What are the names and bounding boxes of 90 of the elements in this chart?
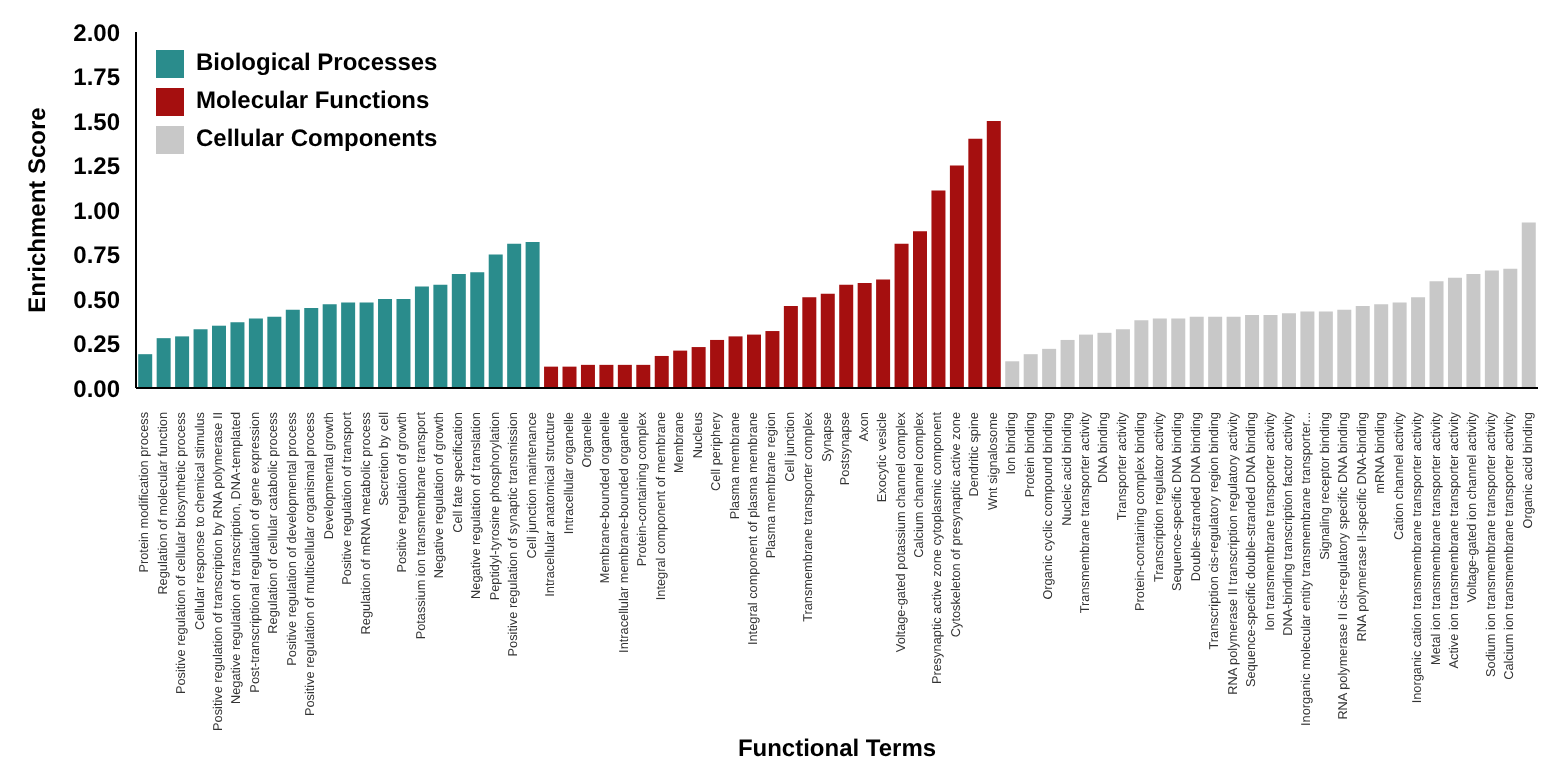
bar [802,297,817,388]
legend-label: Cellular Components [196,122,438,156]
bar [986,121,1001,388]
bar [1005,361,1020,388]
bar [1189,316,1204,388]
bar [138,354,153,388]
bar [507,243,522,388]
bar [1300,311,1315,388]
bar [710,339,725,388]
bar [1484,270,1499,388]
bar [876,279,891,388]
bar [968,138,983,388]
bar [212,325,226,388]
bar [746,334,761,388]
y-tick-label: 1.00 [73,196,121,225]
bar [1263,315,1278,388]
bar [1245,315,1260,388]
y-tick-label: 2.00 [73,18,121,47]
bar [839,284,854,388]
x-axis-title: Functional Terms [737,734,937,762]
bar [525,242,540,388]
bar [544,366,559,388]
bar [562,366,577,388]
bar [820,293,835,388]
bar [1281,313,1296,388]
bar [1042,348,1057,388]
bar [285,309,300,388]
bar [580,364,595,388]
y-tick-label: 0.25 [73,330,121,359]
bar [728,336,743,388]
bar [1023,354,1038,388]
y-tick-label: 0.50 [73,285,121,314]
bar [1115,329,1130,388]
bar [1337,309,1352,388]
bar [1318,311,1333,388]
bar [267,316,282,388]
bar [1447,277,1462,388]
bar [414,286,429,388]
bar [378,299,393,388]
bar [1060,339,1075,388]
bar [691,347,706,388]
bar [617,364,632,388]
bar [1208,316,1223,388]
bar [949,165,964,388]
bar [396,299,411,388]
bar [894,243,909,388]
legend-label: Biological Processes [196,46,438,80]
bar [1466,274,1481,388]
bar [304,307,319,388]
bar [433,284,448,388]
bar [1374,304,1389,388]
bar [654,355,669,388]
bar [193,329,208,388]
y-axis-title: Enrichment Score [22,106,51,313]
bar [783,306,798,388]
bar [488,254,503,388]
bar [599,364,614,388]
bar [470,272,485,388]
y-tick-label: 0.75 [73,241,121,270]
bar [1171,318,1186,388]
bar [1226,316,1241,388]
bar [1429,281,1444,388]
bar [359,302,374,388]
bar [1521,222,1536,388]
legend-label: Molecular Functions [196,84,430,118]
bar [931,190,946,388]
bar [248,318,263,388]
bar [1411,297,1426,388]
bar [1097,332,1112,388]
bar [1152,318,1167,388]
bar [1392,302,1407,388]
bar [1079,334,1094,388]
y-tick-label: 1.75 [73,63,121,92]
bar [913,231,927,388]
y-tick-label: 1.50 [73,107,121,136]
bar [156,338,171,388]
bar [175,336,190,388]
bar [230,322,245,388]
bar [322,304,337,388]
bar [636,364,651,388]
bar [673,350,688,388]
bar [1134,320,1149,388]
y-tick-label: 0.00 [73,374,121,403]
bar [765,331,780,388]
bar [1355,306,1370,388]
bar [1503,268,1518,388]
bar [451,274,466,388]
y-tick-label: 1.25 [73,152,121,181]
bar [341,302,356,388]
bar [857,282,872,388]
